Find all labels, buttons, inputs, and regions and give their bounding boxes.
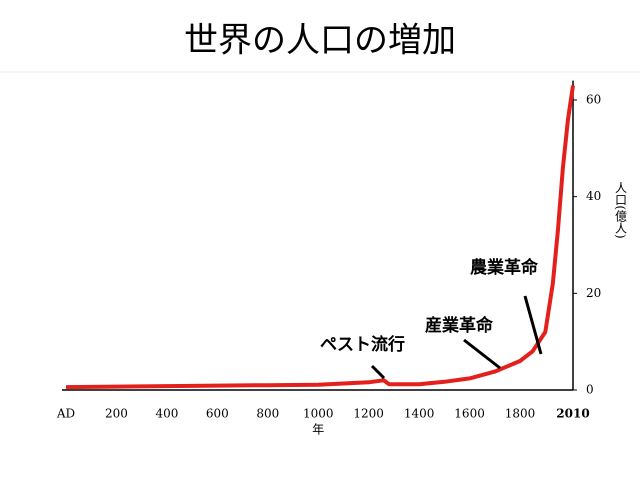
y-tick-label: 60 <box>586 93 601 107</box>
data-line <box>65 85 575 390</box>
chart-title: 世界の人口の増加 <box>184 21 456 61</box>
annotation: 産業革命 <box>425 315 494 336</box>
y-tick-label: 20 <box>586 286 601 300</box>
annotation: ペスト流行 <box>320 334 405 355</box>
annotation-pointer <box>370 364 386 380</box>
x-tick-label: 400 <box>155 407 178 421</box>
y-tick-label: 40 <box>586 189 601 203</box>
annotation-pointer <box>463 338 501 370</box>
x-tick-label: 200 <box>105 407 128 421</box>
x-tick-label: AD <box>56 407 75 421</box>
y-tick-label: 0 <box>586 383 594 397</box>
x-tick-label: 1200 <box>353 407 384 421</box>
x-tick-label: 2010 <box>556 407 589 421</box>
x-tick-label: 1000 <box>303 407 334 421</box>
x-tick-label: 800 <box>256 407 279 421</box>
x-tick-label: 1400 <box>404 407 435 421</box>
x-axis-label: 年 <box>312 423 324 437</box>
x-tick-label: 600 <box>206 407 229 421</box>
y-axis-label: 人口(億人) <box>614 181 628 239</box>
annotation-pointer <box>523 295 543 355</box>
x-tick-label: 1800 <box>505 407 536 421</box>
x-tick-label: 1600 <box>454 407 485 421</box>
annotation: 農業革命 <box>470 257 539 278</box>
